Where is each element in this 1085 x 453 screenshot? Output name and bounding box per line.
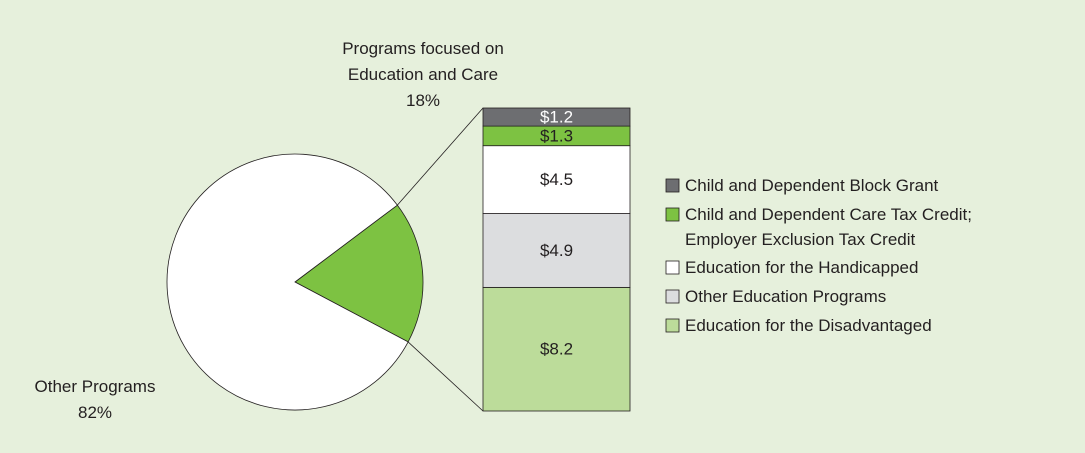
legend-label: Child and Dependent Block Grant — [685, 176, 939, 195]
slice-name: Programs focused on Education and Care — [342, 39, 504, 84]
bar-label: $1.3 — [540, 126, 573, 145]
bar-label: $1.2 — [540, 108, 573, 127]
legend-swatch — [665, 178, 680, 193]
connector — [397, 107, 484, 206]
slice-value: 82% — [77, 403, 113, 422]
legend-swatch — [665, 289, 680, 304]
legend-label: Education for the Handicapped — [685, 258, 919, 277]
legend-label: Child and Dependent Care Tax Credit; Emp… — [685, 205, 972, 249]
bar-label: $4.9 — [540, 241, 573, 260]
bar-segment — [482, 286, 631, 412]
pie-slice — [166, 153, 409, 411]
bar-label: $8.2 — [540, 340, 573, 359]
bar-label: $4.5 — [540, 170, 573, 189]
bar-segment — [482, 213, 631, 288]
legend-label: Other Education Programs — [685, 287, 887, 306]
legend-label: Education for the Disadvantaged — [685, 316, 932, 335]
legend-swatch — [665, 318, 680, 333]
bar-segment — [482, 145, 631, 214]
pie-slice — [294, 204, 424, 343]
slice-name: Other Programs — [34, 377, 156, 396]
slice-value: 18% — [405, 91, 441, 110]
slice-label: Programs focused on Education and Care 18… — [328, 36, 518, 114]
slice-label: Other Programs 82% — [0, 374, 190, 426]
connector — [407, 341, 484, 412]
bar-segment — [482, 107, 631, 127]
legend-swatch — [665, 260, 680, 275]
legend-swatch — [665, 207, 680, 222]
